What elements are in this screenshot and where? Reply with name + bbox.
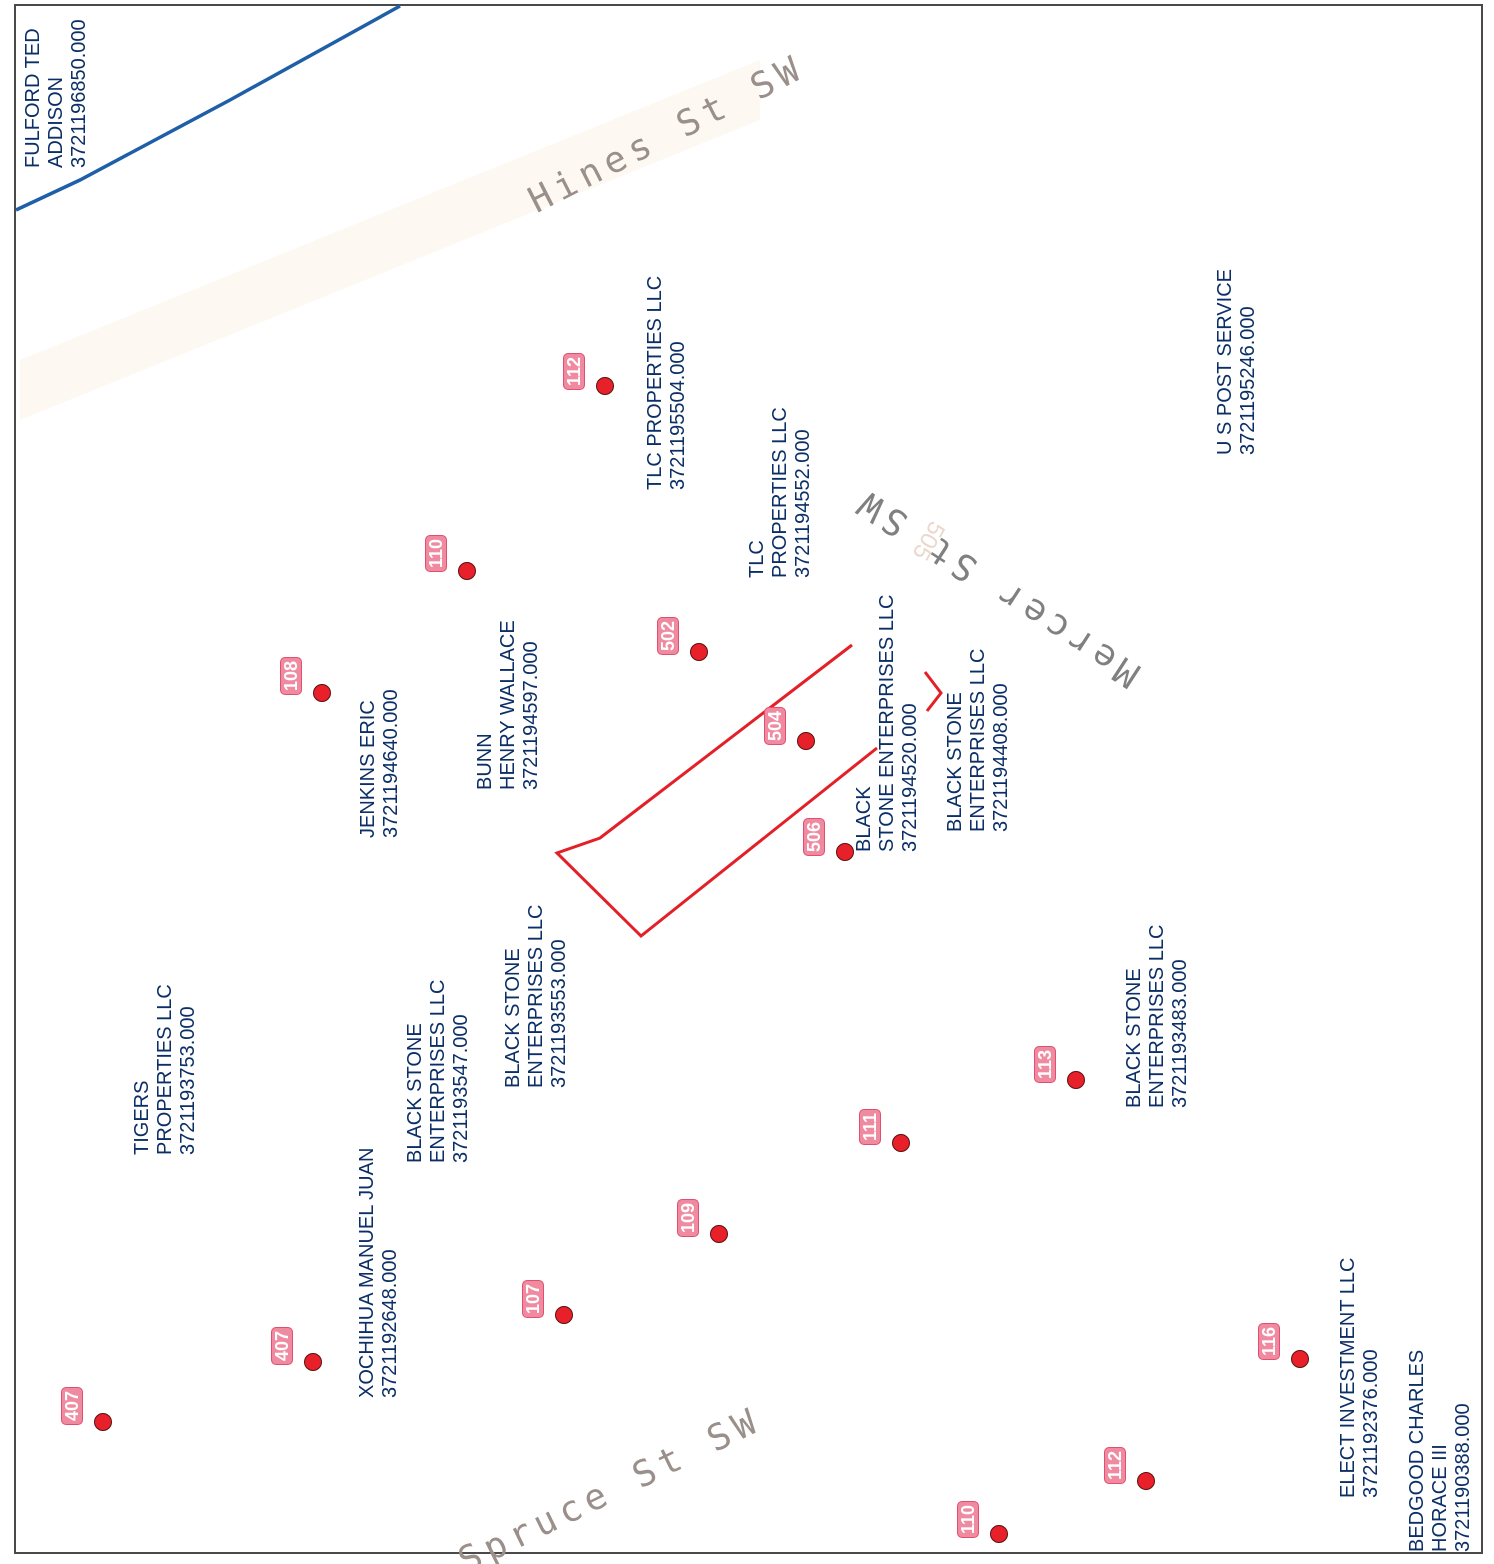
parcel-owner-line: ENTERPRISES LLC: [525, 905, 548, 1088]
parcel-label: BLACK STONE ENTERPRISES LLC 3721194520.0…: [853, 595, 922, 852]
parcel-label: XOCHIHUA MANUEL JUAN 3721192648.000: [356, 1148, 402, 1398]
address-point-marker[interactable]: [797, 732, 815, 750]
parcel-owner-line: PROPERTIES LLC: [769, 407, 792, 578]
parcel-label: TLC PROPERTIES LLC 3721195504.000: [644, 276, 690, 490]
parcel-label: BLACK STONE ENTERPRISES LLC 3721193553.0…: [502, 905, 571, 1088]
address-point-marker[interactable]: [1291, 1350, 1309, 1368]
address-number-badge: 502: [657, 617, 679, 655]
parcel-label: FULFORD TED ADDISON 3721196850.000: [22, 19, 91, 168]
address-point-marker[interactable]: [596, 377, 614, 395]
address-number-badge: 407: [271, 1327, 293, 1365]
parcel-owner-line: TLC: [746, 407, 769, 578]
address-number-badge: 112: [1104, 1447, 1126, 1484]
parcel-id: 3721195504.000: [667, 276, 690, 490]
address-number-badge: 504: [764, 707, 786, 745]
address-point-marker[interactable]: [1137, 1472, 1155, 1490]
parcel-owner-line: BLACK STONE: [1123, 925, 1146, 1108]
parcel-owner-line: TLC PROPERTIES LLC: [644, 276, 667, 490]
parcel-label: BLACK STONE ENTERPRISES LLC 3721194408.0…: [944, 649, 1013, 832]
address-point-marker[interactable]: [710, 1225, 728, 1243]
address-number-badge: 111: [859, 1109, 881, 1145]
address-point-marker[interactable]: [690, 643, 708, 661]
address-point-marker[interactable]: [1067, 1071, 1085, 1089]
parcel-owner-line: ENTERPRISES LLC: [967, 649, 990, 832]
parcel-id: 3721192376.000: [1360, 1258, 1383, 1498]
address-point-marker[interactable]: [94, 1413, 112, 1431]
parcel-label: U S POST SERVICE 3721195246.000: [1214, 269, 1260, 455]
address-number-badge: 506: [803, 818, 825, 856]
address-number-badge: 108: [280, 657, 302, 695]
parcel-owner-line: JENKINS ERIC: [357, 689, 380, 838]
parcel-label: TIGERS PROPERTIES LLC 3721193753.000: [131, 984, 200, 1155]
subject-parcel-notch: [925, 672, 941, 711]
parcel-owner-line: BEDGOOD CHARLES: [1406, 1350, 1429, 1552]
parcel-owner-line: STONE ENTERPRISES LLC: [876, 595, 899, 852]
parcel-owner-line: BLACK STONE: [944, 649, 967, 832]
parcel-id: 3721193553.000: [548, 905, 571, 1088]
subject-parcel-outline: [557, 645, 877, 936]
address-number-badge: 113: [1034, 1046, 1056, 1083]
parcel-id: 3721194640.000: [380, 689, 403, 838]
parcel-owner-line: XOCHIHUA MANUEL JUAN: [356, 1148, 379, 1398]
parcel-label: BLACK STONE ENTERPRISES LLC 3721193547.0…: [404, 980, 473, 1163]
parcel-id: 3721192648.000: [379, 1148, 402, 1398]
parcel-id: 3721193753.000: [177, 984, 200, 1155]
parcel-id: 3721194520.000: [899, 595, 922, 852]
address-point-marker[interactable]: [458, 562, 476, 580]
parcel-id: 3721194597.000: [520, 620, 543, 790]
parcel-id: 3721190388.000: [1452, 1350, 1475, 1552]
parcel-label: BEDGOOD CHARLES HORACE III 3721190388.00…: [1406, 1350, 1475, 1552]
parcel-id: 3721196850.000: [68, 19, 91, 168]
parcel-owner-line: BLACK: [853, 595, 876, 852]
parcel-id: 3721193547.000: [450, 980, 473, 1163]
parcel-owner-line: TIGERS: [131, 984, 154, 1155]
parcel-label: ELECT INVESTMENT LLC 3721192376.000: [1337, 1258, 1383, 1498]
address-point-marker[interactable]: [892, 1134, 910, 1152]
address-point-marker[interactable]: [313, 684, 331, 702]
parcel-owner-line: U S POST SERVICE: [1214, 269, 1237, 455]
parcel-owner-line: BLACK STONE: [502, 905, 525, 1088]
address-number-badge: 407: [61, 1387, 83, 1425]
parcel-owner-line: ENTERPRISES LLC: [1146, 925, 1169, 1108]
address-point-marker[interactable]: [555, 1306, 573, 1324]
parcel-label: BLACK STONE ENTERPRISES LLC 3721193483.0…: [1123, 925, 1192, 1108]
address-number-badge: 110: [957, 1501, 979, 1538]
parcel-owner-line: BLACK STONE: [404, 980, 427, 1163]
parcel-owner-line: PROPERTIES LLC: [154, 984, 177, 1155]
parcel-owner-line: FULFORD TED: [22, 19, 45, 168]
parcel-owner-line: HENRY WALLACE: [497, 620, 520, 790]
parcel-id: 3721194552.000: [792, 407, 815, 578]
parcel-owner-line: BUNN: [474, 620, 497, 790]
address-number-badge: 112: [563, 353, 585, 390]
parcel-owner-line: ADDISON: [45, 19, 68, 168]
address-point-marker[interactable]: [836, 843, 854, 861]
address-point-marker[interactable]: [990, 1525, 1008, 1543]
address-number-badge: 109: [677, 1199, 699, 1237]
address-point-marker[interactable]: [304, 1353, 322, 1371]
parcel-id: 3721195246.000: [1237, 269, 1260, 455]
parcel-label: BUNN HENRY WALLACE 3721194597.000: [474, 620, 543, 790]
address-number-badge: 107: [522, 1280, 544, 1318]
parcel-owner-line: ENTERPRISES LLC: [427, 980, 450, 1163]
address-number-badge: 110: [425, 535, 447, 572]
address-number-badge: 116: [1258, 1323, 1280, 1360]
parcel-id: 3721194408.000: [990, 649, 1013, 832]
parcel-owner-line: ELECT INVESTMENT LLC: [1337, 1258, 1360, 1498]
parcel-id: 3721193483.000: [1169, 925, 1192, 1108]
parcel-label: JENKINS ERIC 3721194640.000: [357, 689, 403, 838]
parcel-label: TLC PROPERTIES LLC 3721194552.000: [746, 407, 815, 578]
parcel-owner-line: HORACE III: [1429, 1350, 1452, 1552]
